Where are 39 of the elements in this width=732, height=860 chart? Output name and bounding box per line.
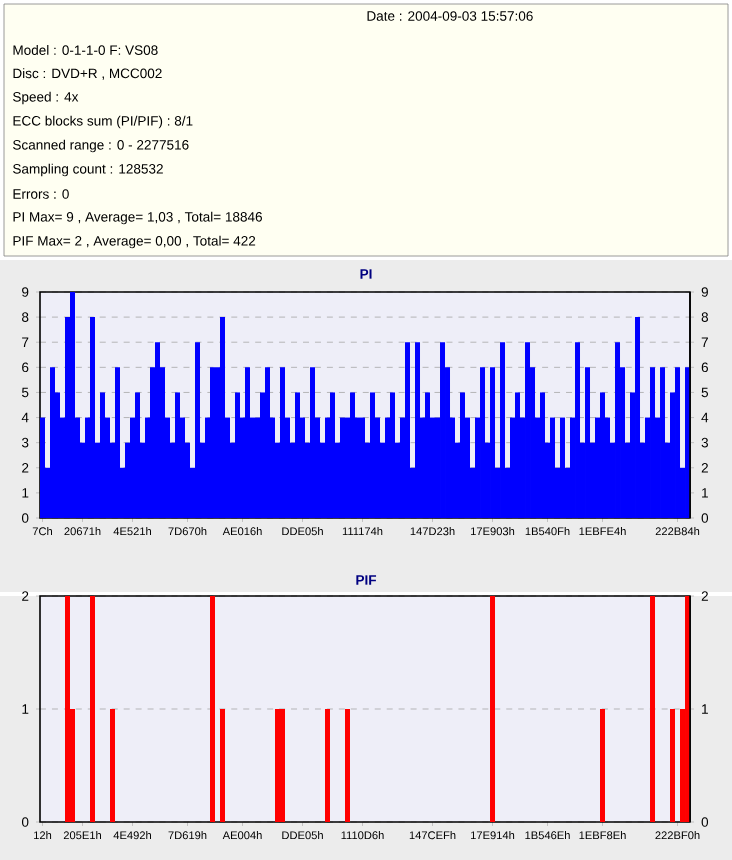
bar bbox=[675, 367, 681, 518]
bar bbox=[480, 367, 486, 518]
bar bbox=[175, 392, 180, 518]
bar bbox=[310, 367, 315, 518]
bar bbox=[440, 342, 446, 518]
bar bbox=[115, 367, 120, 518]
bar bbox=[210, 367, 215, 518]
bar bbox=[660, 367, 666, 518]
bar bbox=[135, 392, 140, 518]
bar bbox=[490, 367, 496, 518]
bar bbox=[575, 342, 581, 518]
bar bbox=[460, 392, 466, 518]
bar bbox=[330, 392, 335, 518]
bar bbox=[265, 367, 270, 518]
bar bbox=[635, 317, 641, 518]
bar bbox=[390, 392, 395, 518]
bar bbox=[40, 417, 45, 518]
bar bbox=[585, 367, 591, 518]
bar bbox=[220, 317, 225, 518]
bar bbox=[235, 392, 240, 518]
bar bbox=[615, 342, 621, 518]
bar bbox=[405, 342, 410, 518]
bar bbox=[370, 392, 375, 518]
bar bbox=[540, 392, 546, 518]
bar bbox=[360, 417, 365, 518]
bar bbox=[195, 342, 200, 518]
bar bbox=[90, 317, 95, 518]
bar bbox=[50, 367, 55, 518]
bar bbox=[245, 367, 250, 518]
bar bbox=[560, 417, 566, 518]
bar bbox=[550, 417, 556, 518]
bar bbox=[500, 342, 506, 518]
bar bbox=[70, 292, 75, 518]
bar bbox=[525, 342, 531, 518]
bar bbox=[650, 367, 656, 518]
bar bbox=[100, 392, 105, 518]
bar bbox=[280, 367, 285, 518]
bar bbox=[295, 392, 300, 518]
bar bbox=[415, 342, 421, 518]
